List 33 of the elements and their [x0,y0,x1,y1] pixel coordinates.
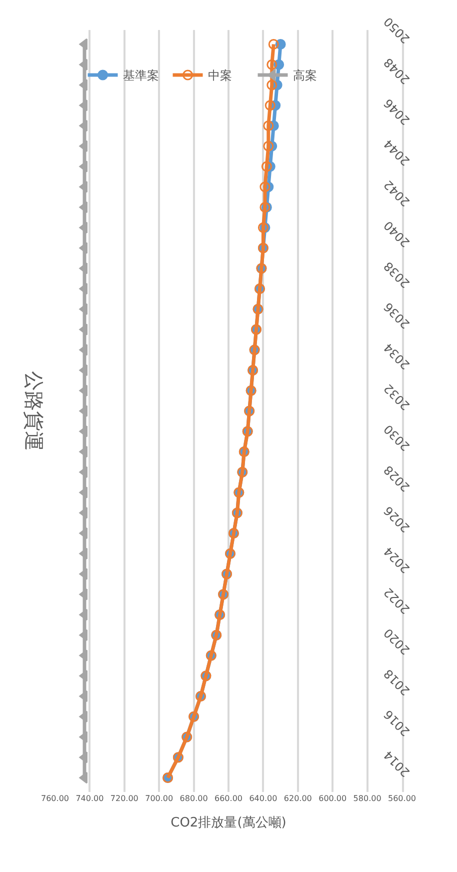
point [266,59,278,70]
point [79,242,88,254]
x-tick-label: 560.00 [388,794,416,803]
point [263,120,274,132]
x-tick-label: 640.00 [249,794,278,803]
point [79,405,88,417]
point [79,568,88,580]
x-tick-label: 660.00 [214,794,242,803]
x-tick-label: 680.00 [180,794,208,803]
point [79,486,88,498]
x-tick-label: 760.00 [41,794,69,803]
x-tick-label: 700.00 [145,794,174,803]
point [79,160,88,172]
point [260,182,270,192]
legend-label: 高案 [292,68,317,83]
legend-label: 中案 [208,68,232,83]
point [263,140,274,152]
text: 公路貨運 [22,370,46,451]
x-axis-title: CO2排放量(萬公噸) [170,816,286,831]
x-tick-label: 600.00 [318,794,347,803]
point [264,100,276,111]
legend-label: 基準案 [122,68,159,83]
x-tick-label: 580.00 [353,794,382,803]
point [261,161,272,172]
x-tick-label: 620.00 [284,794,312,803]
point [79,650,88,662]
x-tick-label: 720.00 [110,794,138,803]
point [79,79,88,91]
point [79,731,88,743]
point [79,324,88,336]
point [268,39,279,50]
x-tick-label: 740.00 [76,794,104,803]
point [266,80,278,90]
